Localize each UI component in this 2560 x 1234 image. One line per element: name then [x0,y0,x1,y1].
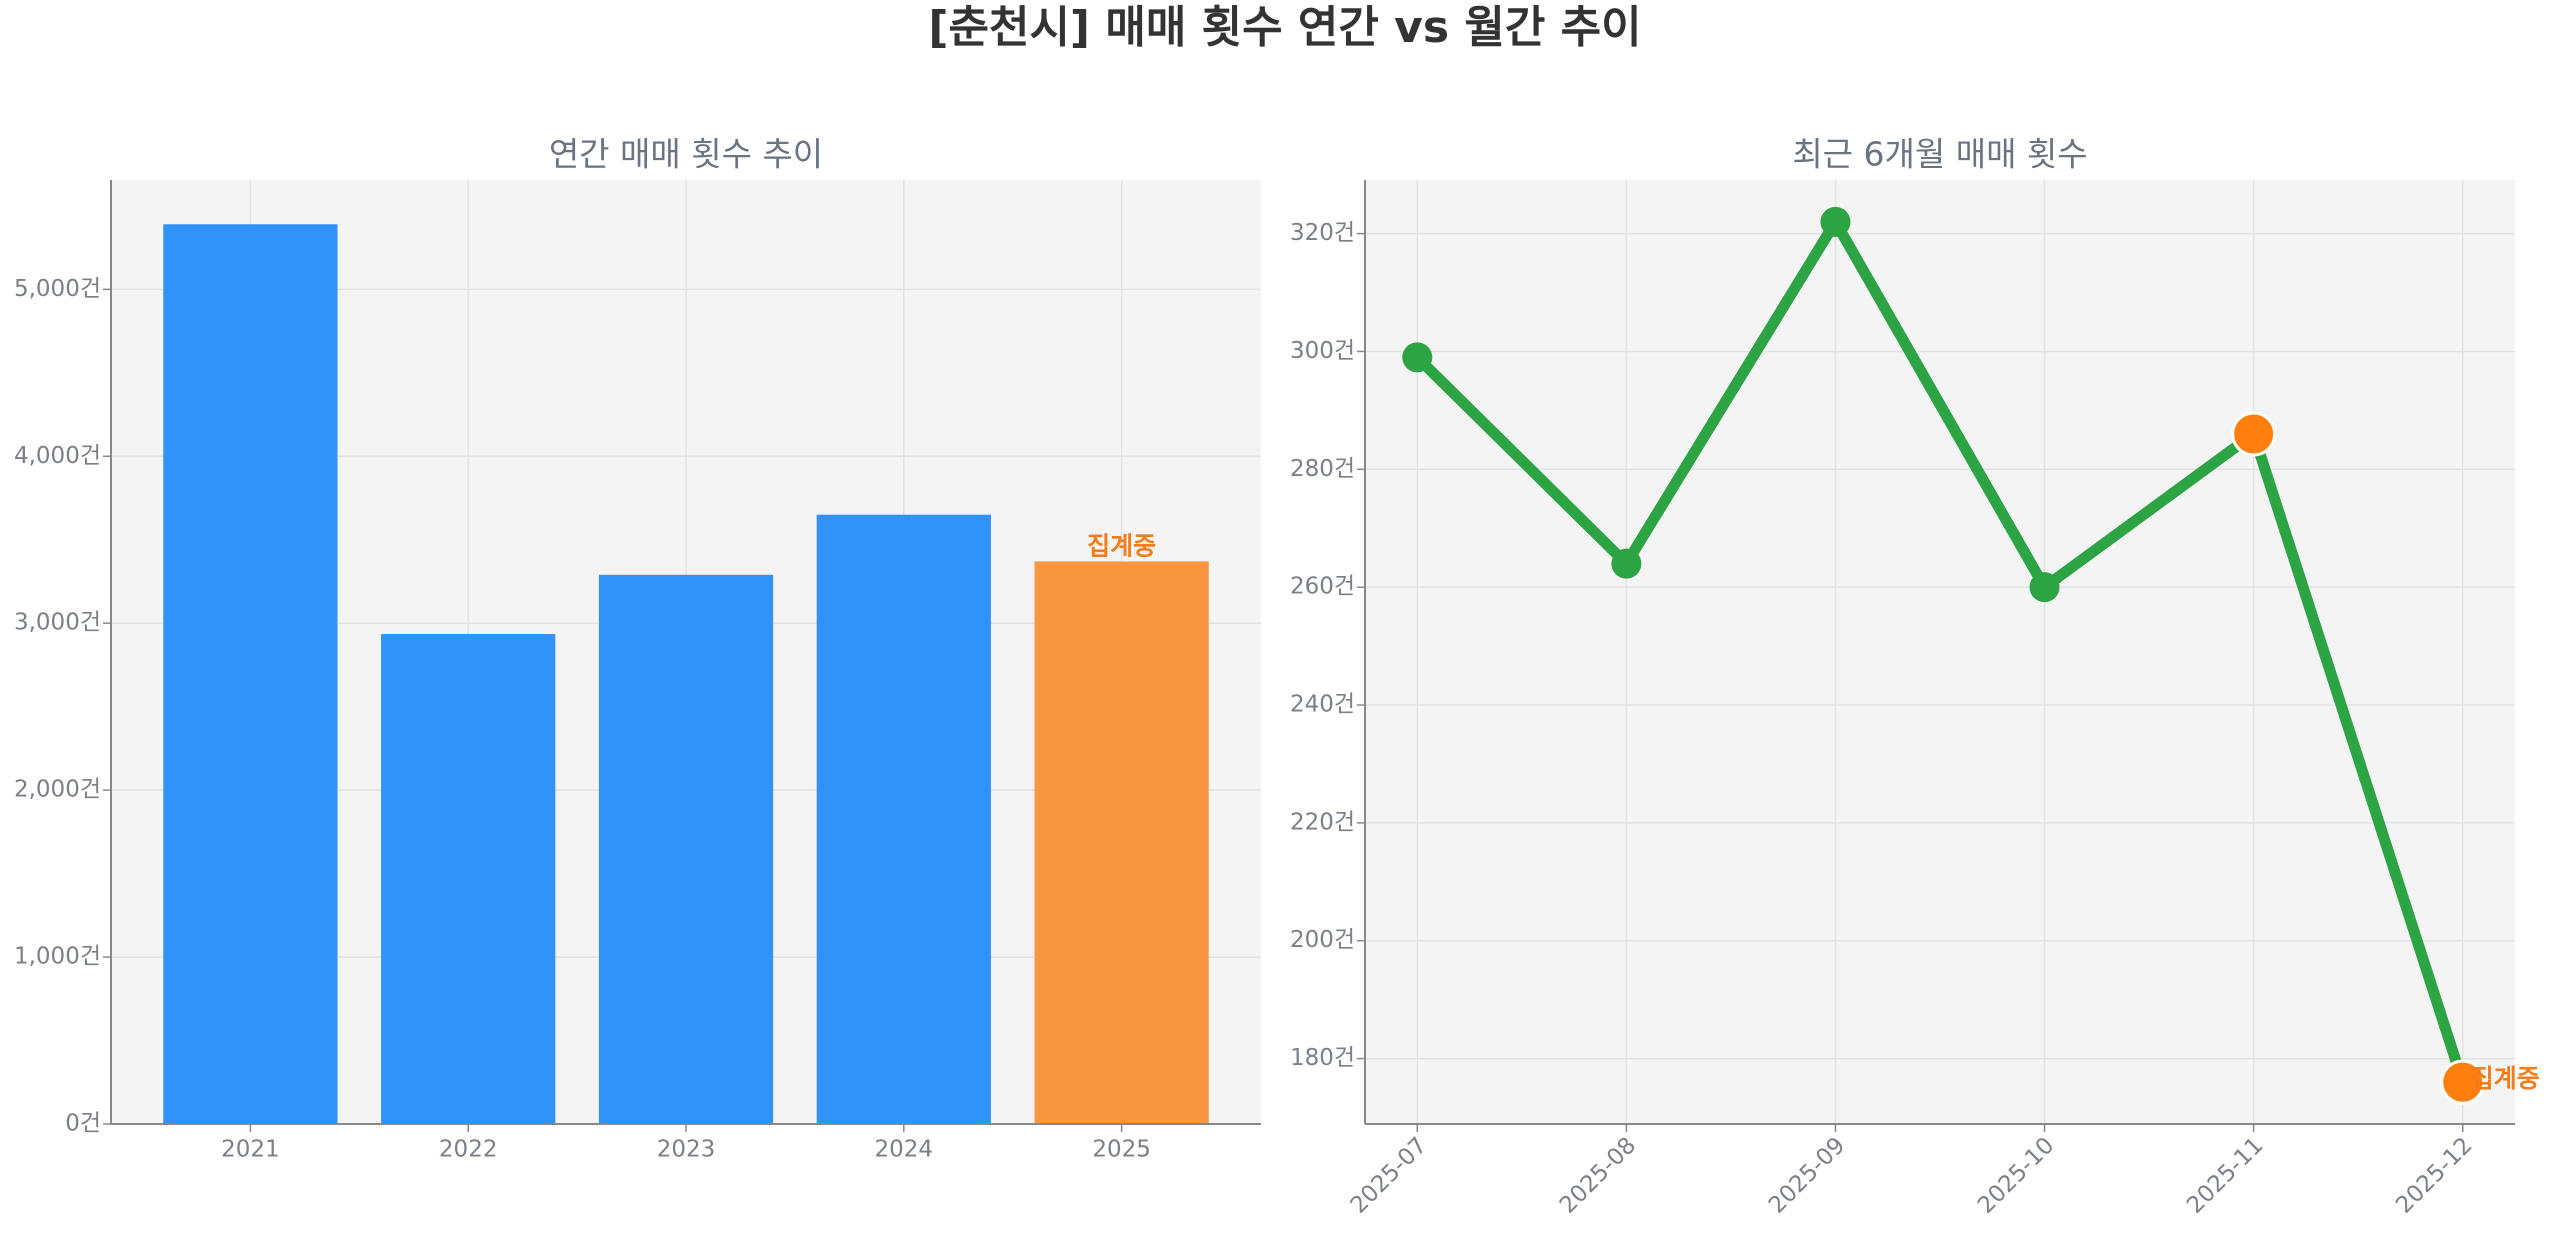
point [2231,411,2277,457]
annotation: 집계중 [2471,1064,2540,1093]
x-tick-label: 2025 [1092,1137,1151,1163]
x-tick-label: 2025-07 [1346,1132,1432,1218]
y-tick-label: 3,000건 [14,610,101,636]
x-tick-label: 2025-11 [2182,1132,2268,1218]
y-tick-label: 1,000건 [14,944,101,970]
bar [816,514,991,1124]
point [1611,548,1642,579]
x-tick-label: 2021 [221,1137,280,1163]
line [1413,216,2468,1084]
x-tick-label: 2025-12 [2391,1132,2477,1218]
point [1820,206,1851,237]
y-tick-label: 0건 [65,1111,101,1137]
y-tick-label: 260건 [1290,574,1355,600]
y-tick-label: 4,000건 [14,443,101,469]
y-tick-label: 5,000건 [14,276,101,302]
point [2029,572,2060,603]
y-tick-label: 280건 [1290,456,1355,482]
y-tick-label: 240건 [1290,692,1355,718]
point [1402,342,1433,373]
bar [381,634,556,1124]
x-tick-label: 2025-08 [1555,1132,1641,1218]
y-tick-label: 300건 [1290,338,1355,364]
point [2440,1059,2486,1105]
bar [598,574,774,1124]
x-tick-label: 2025-10 [1973,1132,2059,1218]
plot-area [1365,180,2515,1124]
chart-title: 최근 6개월 매매 횟수 [1792,135,2087,174]
x-tick-label: 2025-09 [1764,1132,1850,1218]
annotation: 집계중 [1087,531,1156,560]
y-tick-label: 200건 [1290,927,1355,953]
figure-title: [춘천시] 매매 횟수 연간 vs 월간 추이 [928,2,1641,53]
y-tick-label: 2,000건 [14,777,101,803]
y-tick-label: 220건 [1290,809,1355,835]
bar [163,224,338,1125]
x-tick-label: 2023 [657,1137,716,1163]
chart-title: 연간 매매 횟수 추이 [549,135,823,174]
x-tick-label: 2024 [875,1137,934,1163]
x-tick-label: 2022 [439,1137,498,1163]
y-tick-label: 180건 [1290,1045,1355,1071]
bar [1034,561,1209,1124]
y-tick-label: 320건 [1290,220,1355,246]
